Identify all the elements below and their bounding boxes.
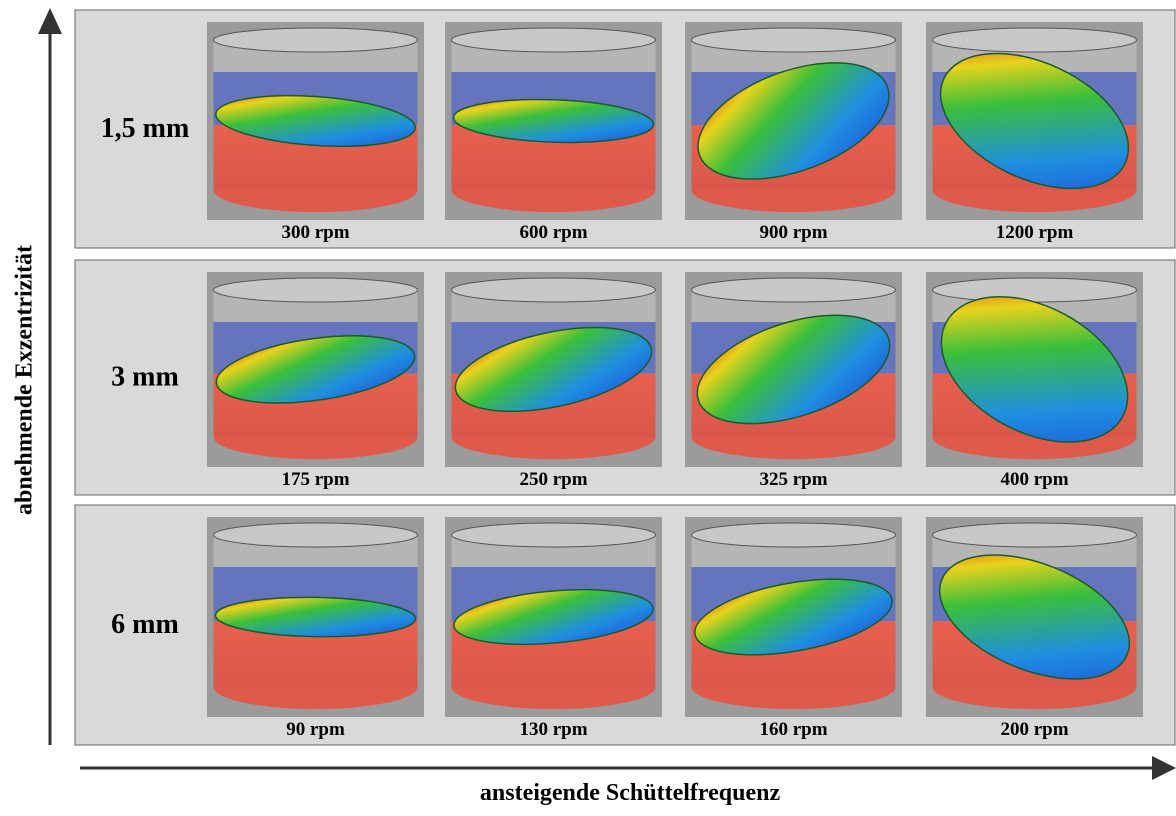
rpm-label: 130 rpm — [519, 719, 587, 740]
simulation-image: 600 rpm — [445, 22, 662, 243]
simulation-image: 175 rpm — [207, 272, 424, 490]
simulation-image: 90 rpm — [207, 517, 424, 740]
cylinder-top — [452, 28, 656, 52]
x-axis-label: ansteigende Schüttelfrequenz — [480, 780, 781, 806]
rpm-label: 900 rpm — [759, 222, 827, 243]
rpm-label: 300 rpm — [281, 222, 349, 243]
simulation-image: 400 rpm — [917, 267, 1153, 490]
simulation-image: 1200 rpm — [919, 22, 1149, 243]
cylinder-top — [214, 28, 418, 52]
x-arrow-head — [1152, 756, 1176, 780]
simulation-image: 130 rpm — [445, 517, 662, 740]
rpm-label: 600 rpm — [519, 222, 587, 243]
rpm-label: 200 rpm — [1000, 719, 1068, 740]
rpm-label: 325 rpm — [759, 469, 827, 490]
cylinder-top — [692, 28, 896, 52]
rpm-label: 400 rpm — [1000, 469, 1068, 490]
simulation-image: 160 rpm — [685, 517, 902, 740]
rpm-label: 250 rpm — [519, 469, 587, 490]
cylinder-top — [692, 278, 896, 302]
cylinder-top — [214, 523, 418, 547]
row-label: 3 mm — [111, 362, 179, 393]
cylinder-top — [933, 278, 1137, 302]
cylinder-top — [452, 523, 656, 547]
row-panel: 1,5 mm 300 rpm 600 rpm 900 rpm 1200 rpm — [75, 10, 1175, 248]
rpm-label: 1200 rpm — [996, 222, 1074, 243]
simulation-image: 900 rpm — [682, 22, 904, 243]
cylinder-top — [933, 523, 1137, 547]
cylinder-top — [452, 278, 656, 302]
rpm-label: 175 rpm — [281, 469, 349, 490]
cylinder-top — [214, 278, 418, 302]
row-panel: 3 mm 175 rpm 250 rpm 325 rpm 400 rpm — [75, 260, 1175, 495]
simulation-image: 300 rpm — [207, 22, 424, 243]
rpm-label: 90 rpm — [286, 719, 345, 740]
rpm-label: 160 rpm — [759, 719, 827, 740]
simulation-image: 200 rpm — [922, 517, 1147, 740]
y-arrow-head — [38, 8, 62, 34]
y-axis-label: abnehmende Exzentrizität — [12, 245, 38, 515]
row-label: 6 mm — [111, 609, 179, 640]
row-label: 1,5 mm — [101, 113, 190, 144]
cylinder-top — [933, 28, 1137, 52]
cylinder-top — [692, 523, 896, 547]
figure: abnehmende Exzentrizität ansteigende Sch… — [0, 0, 1176, 811]
simulation-image: 250 rpm — [445, 272, 662, 490]
row-panel: 6 mm 90 rpm 130 rpm 160 rpm 200 rpm — [75, 505, 1175, 745]
simulation-image: 325 rpm — [684, 272, 903, 490]
